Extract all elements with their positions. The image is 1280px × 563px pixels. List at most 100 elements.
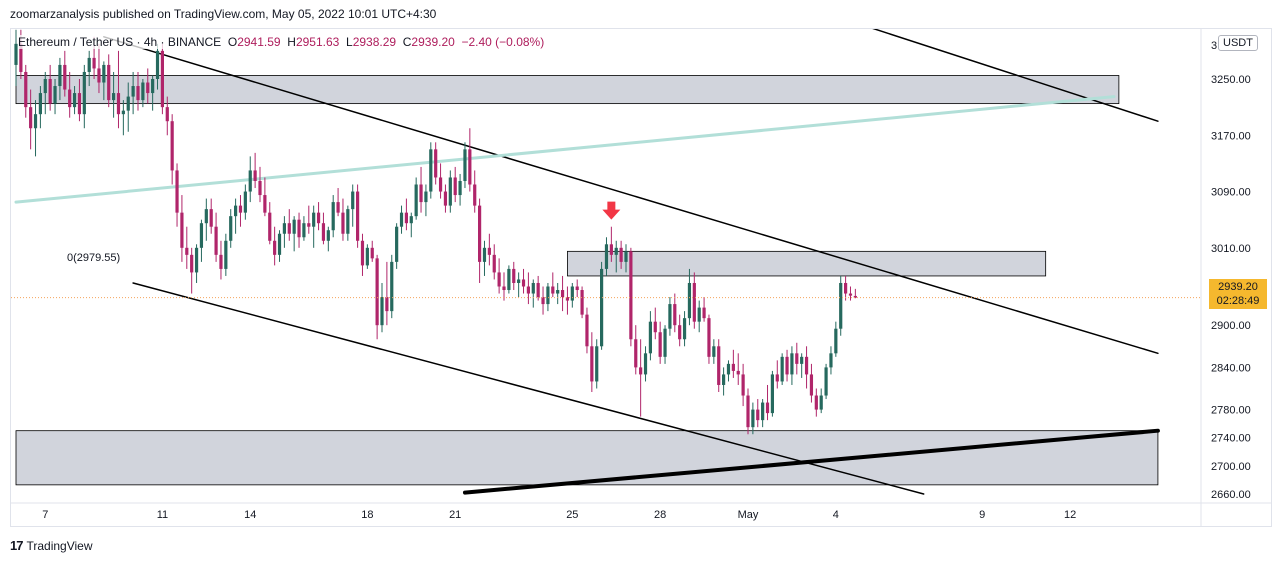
candle-body <box>751 409 755 428</box>
candle-body <box>277 233 282 255</box>
candle-body <box>722 374 726 385</box>
candle-body <box>809 374 814 396</box>
candle <box>175 163 179 227</box>
candle <box>809 363 814 403</box>
candle <box>692 272 696 329</box>
candle-body <box>565 297 570 301</box>
candle-body <box>609 244 613 255</box>
candle <box>297 212 301 248</box>
candle-body <box>151 79 155 94</box>
x-tick-label: 21 <box>449 509 461 521</box>
candle <box>824 363 828 400</box>
candle-body <box>521 279 526 287</box>
candle <box>263 177 267 217</box>
candle-body <box>697 307 701 322</box>
candle-body <box>33 114 38 129</box>
candle <box>63 50 67 97</box>
candle <box>751 402 755 435</box>
candle <box>570 282 574 308</box>
candle-body <box>360 240 365 266</box>
candle <box>492 244 496 280</box>
candle-body <box>19 43 23 72</box>
candle-body <box>517 279 521 283</box>
candle <box>273 226 277 266</box>
y-tick-label: 3090.00 <box>1211 187 1251 199</box>
candle <box>775 360 779 389</box>
candle-body <box>726 363 731 375</box>
candle <box>268 202 272 245</box>
candle <box>697 300 701 333</box>
candle-body <box>63 64 67 90</box>
candle-body <box>102 64 106 83</box>
candle-body <box>590 346 594 382</box>
candle <box>834 321 838 357</box>
candle-body <box>804 356 809 375</box>
candle-body <box>526 286 530 294</box>
candle <box>243 184 247 220</box>
candle <box>180 195 184 262</box>
candle-body <box>653 321 657 333</box>
legend-open: 2941.59 <box>237 35 281 49</box>
candle-body <box>536 282 540 298</box>
candle <box>702 297 706 322</box>
candle-body <box>316 212 321 224</box>
legend-close-label: C <box>402 35 412 49</box>
candle <box>38 86 42 129</box>
candle <box>414 177 418 220</box>
candle <box>687 268 692 326</box>
candle <box>658 321 662 364</box>
candle-body <box>458 180 462 196</box>
candle-body <box>165 107 169 122</box>
legend-symbol[interactable]: Ethereum / Tether US · 4h · BINANCE <box>18 35 222 49</box>
currency-selector[interactable]: USDT <box>1218 35 1258 51</box>
candle <box>731 349 735 378</box>
candle <box>14 29 18 87</box>
candle <box>321 212 326 245</box>
candle <box>502 272 506 301</box>
fib-level-label: 0(2979.55) <box>67 252 121 264</box>
candle <box>395 223 399 269</box>
y-tick-label: 3010.00 <box>1211 243 1251 255</box>
legend-low: 2938.29 <box>352 35 397 49</box>
support-zone <box>15 430 1159 486</box>
candle <box>302 216 306 241</box>
candle-body <box>238 205 243 213</box>
candle-body <box>29 107 33 129</box>
tradingview-logo[interactable]: 17 TradingView <box>10 538 93 553</box>
candle-body <box>72 93 77 108</box>
bar-countdown: 02:28:49 <box>1216 295 1260 307</box>
y-tick-label: 2780.00 <box>1211 405 1251 417</box>
candle <box>600 261 604 350</box>
candle-body <box>800 356 804 364</box>
candle-body <box>126 96 130 111</box>
candle <box>609 226 613 262</box>
candle <box>541 286 545 315</box>
trendlines-layer <box>14 29 1160 495</box>
candle <box>790 346 794 385</box>
candle-body <box>82 71 86 115</box>
candle-body <box>204 209 208 224</box>
candle <box>497 258 501 294</box>
candle-body <box>712 346 716 357</box>
candle-body <box>658 332 662 357</box>
x-tick-label: 12 <box>1064 509 1076 521</box>
candle-body <box>473 184 477 206</box>
candle <box>458 173 462 206</box>
candle-body <box>219 254 223 269</box>
candle <box>209 198 213 234</box>
candle <box>107 54 111 108</box>
candle-body <box>707 318 711 357</box>
candle-body <box>112 93 116 101</box>
candle-body <box>839 282 843 329</box>
candle <box>800 353 804 378</box>
candle-body <box>180 212 184 248</box>
descending-channel-upper <box>103 36 1159 355</box>
candle-body <box>351 191 355 210</box>
candle-body <box>175 170 179 213</box>
x-tick-label: 9 <box>979 509 985 521</box>
candle <box>785 349 789 382</box>
candle-body <box>356 191 360 241</box>
candle <box>434 142 438 185</box>
candle <box>165 96 169 136</box>
